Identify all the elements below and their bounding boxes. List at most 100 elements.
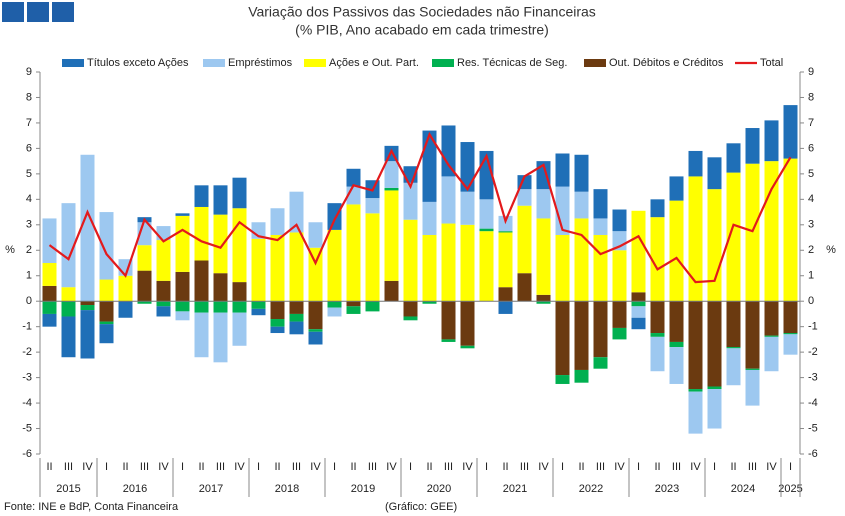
y2-tick-label: -1 <box>808 321 818 333</box>
bar-segment <box>80 154 95 302</box>
bar-segment <box>555 301 570 376</box>
source: Fonte: INE e BdP, Conta Financeira <box>4 501 179 513</box>
bar-segment <box>783 334 798 355</box>
legend-label: Ações e Out. Part. <box>329 57 419 69</box>
y-axis-label: % <box>5 244 15 256</box>
year-label: 2019 <box>351 483 375 495</box>
bar-segment <box>574 218 589 302</box>
bar-segment <box>688 301 703 390</box>
x-tick-label: III <box>368 461 377 473</box>
bar-segment <box>270 234 285 302</box>
bar-segment <box>270 319 285 327</box>
year-label: 2020 <box>427 483 451 495</box>
x-tick-label: I <box>485 461 488 473</box>
y-tick-label: -4 <box>22 397 32 409</box>
year-label: 2024 <box>731 483 755 495</box>
bar-segment <box>612 250 627 302</box>
x-tick-label: IV <box>234 461 245 473</box>
bar-segment <box>422 301 437 304</box>
bar-segment <box>42 263 57 286</box>
bar-segment <box>688 176 703 302</box>
bar-segment <box>460 224 475 302</box>
bar-segment <box>764 301 779 336</box>
bar-segment <box>707 389 722 429</box>
x-tick-label: IV <box>614 461 625 473</box>
y-tick-label: 1 <box>26 270 32 282</box>
bar-segment <box>327 307 342 317</box>
bar-segment <box>517 273 532 302</box>
bar-segment <box>213 301 228 313</box>
bar-segment <box>441 176 456 224</box>
legend-swatch <box>62 59 84 67</box>
bar-segment <box>612 209 627 232</box>
x-tick-label: I <box>409 461 412 473</box>
bar-segment <box>156 301 171 307</box>
bar-segment <box>631 301 646 307</box>
bar-segment <box>536 218 551 295</box>
x-tick-label: IV <box>462 461 473 473</box>
bar-segment <box>175 311 190 321</box>
icon <box>2 2 24 22</box>
chart-subtitle: (% PIB, Ano acabado em cada trimestre) <box>295 22 549 38</box>
bar-segment <box>745 128 760 164</box>
bar-segment <box>232 301 247 313</box>
bar-segment <box>631 292 646 302</box>
x-tick-label: I <box>257 461 260 473</box>
bar-segment <box>631 210 646 293</box>
bar-segment <box>346 168 361 187</box>
x-tick-label: IV <box>690 461 701 473</box>
bar-segment <box>137 270 152 302</box>
legend-swatch <box>432 59 454 67</box>
bar-segment <box>745 368 760 370</box>
y-tick-label: 3 <box>26 219 32 231</box>
bar-segment <box>80 310 95 359</box>
bar-segment <box>213 214 228 274</box>
bar-segment <box>175 301 190 312</box>
bar-segment <box>213 312 228 363</box>
bar-segment <box>232 282 247 302</box>
bar-segment <box>460 142 475 192</box>
bar-segment <box>650 336 665 372</box>
bar-segment <box>422 130 437 202</box>
bar-segment <box>403 219 418 302</box>
y-tick-label: -6 <box>22 448 32 460</box>
bar-segment <box>403 316 418 321</box>
bar-segment <box>669 341 684 348</box>
bar-segment <box>232 177 247 209</box>
bar-segment <box>99 324 114 344</box>
bar-segment <box>308 331 323 345</box>
bar-segment <box>669 176 684 201</box>
bar-segment <box>422 201 437 235</box>
bar-segment <box>498 301 513 314</box>
bar-segment <box>707 386 722 390</box>
year-label: 2018 <box>275 483 299 495</box>
y-tick-label: 9 <box>26 66 32 78</box>
bar-segment <box>536 294 551 302</box>
bar-segment <box>498 287 513 302</box>
year-label: 2022 <box>579 483 603 495</box>
bar-segment <box>441 339 456 342</box>
bar-segment <box>555 186 570 235</box>
bar-segment <box>251 301 266 309</box>
x-tick-label: II <box>730 461 736 473</box>
y2-tick-label: -3 <box>808 372 818 384</box>
legend-label: Títulos exceto Ações <box>87 57 189 69</box>
x-tick-label: I <box>105 461 108 473</box>
x-tick-label: III <box>596 461 605 473</box>
bar-segment <box>194 185 209 207</box>
year-label: 2015 <box>56 483 80 495</box>
bar-segment <box>574 191 589 219</box>
bar-segment <box>650 199 665 218</box>
total-line <box>48 131 792 284</box>
x-tick-label: II <box>654 461 660 473</box>
bar-segment <box>574 301 589 370</box>
bar-segment <box>327 229 342 302</box>
bar-segment <box>232 208 247 283</box>
bar-segment <box>194 312 209 358</box>
y-tick-label: 2 <box>26 244 32 256</box>
year-label: 2025 <box>778 483 802 495</box>
bar-segment <box>194 260 209 302</box>
bar-segment <box>707 301 722 387</box>
bar-segment <box>156 240 171 281</box>
y2-tick-label: -6 <box>808 448 818 460</box>
